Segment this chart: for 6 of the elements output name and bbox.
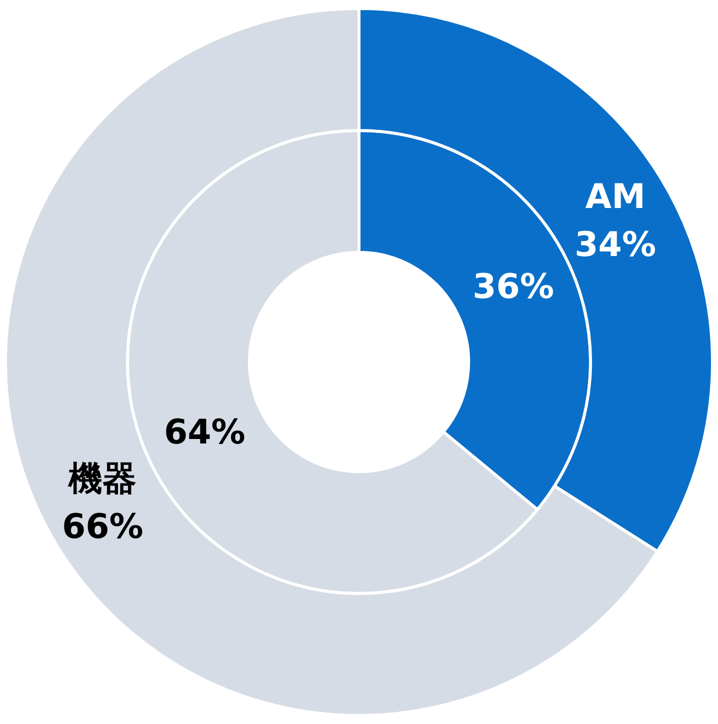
slice-label: AM bbox=[585, 176, 646, 217]
data-label: 64% bbox=[164, 412, 246, 452]
data-label: 36% bbox=[472, 267, 554, 308]
data-label: 34% bbox=[574, 224, 656, 265]
slice-label: 機器 bbox=[68, 458, 137, 499]
data-label: 66% bbox=[62, 506, 144, 547]
